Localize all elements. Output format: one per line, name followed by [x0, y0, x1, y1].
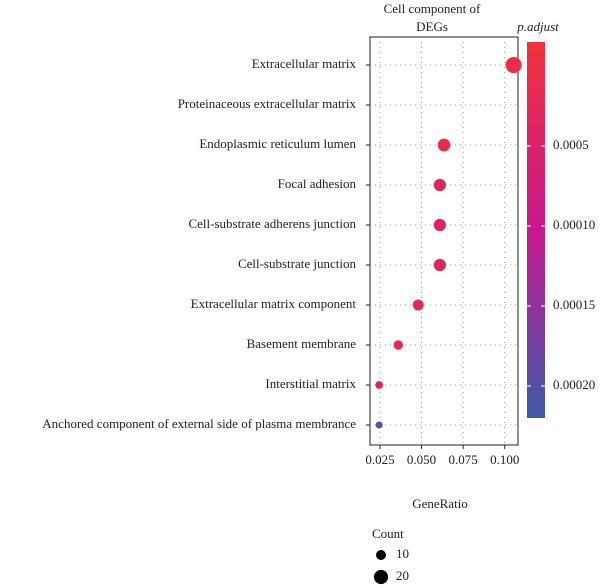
size-legend-label: 10 — [396, 546, 409, 561]
x-axis-label: GeneRatio — [412, 496, 468, 511]
colorbar-label: 0.00015 — [553, 297, 595, 312]
size-legend-title: Count — [372, 526, 404, 541]
y-tick-label: Anchored component of external side of p… — [42, 416, 356, 431]
y-tick-label: Endoplasmic reticulum lumen — [199, 136, 356, 151]
size-legend-label: 20 — [396, 568, 409, 583]
x-tick-label: 0.100 — [490, 452, 519, 467]
x-tick-label: 0.075 — [448, 452, 477, 467]
dot — [437, 138, 451, 152]
dot — [433, 178, 446, 192]
x-tick-label: 0.025 — [365, 452, 394, 467]
plot-panel — [369, 36, 519, 446]
chart-title: DEGs — [416, 19, 448, 34]
dot — [433, 258, 446, 272]
y-tick-label: Extracellular matrix component — [191, 296, 357, 311]
dot — [375, 421, 383, 429]
y-tick-label: Proteinaceous extracellular matrix — [178, 96, 357, 111]
colorbar-label: 0.00010 — [553, 217, 595, 232]
colorbar-label: 0.0005 — [553, 137, 589, 152]
dot — [505, 56, 522, 74]
dot — [393, 340, 404, 350]
y-tick-label: Cell-substrate adherens junction — [188, 216, 356, 231]
colorbar-label: 0.00020 — [553, 377, 595, 392]
size-legend-dot — [376, 550, 386, 560]
dot — [375, 381, 384, 389]
x-tick-label: 0.050 — [407, 452, 436, 467]
dot — [433, 218, 446, 232]
y-tick-label: Interstitial matrix — [265, 376, 356, 391]
colorbar-title: p.adjust — [516, 19, 559, 34]
y-tick-label: Cell-substrate junction — [238, 256, 357, 271]
y-tick-label: Extracellular matrix — [252, 56, 357, 71]
y-tick-label: Focal adhesion — [278, 176, 357, 191]
y-tick-label: Basement membrane — [247, 336, 357, 351]
dot — [412, 299, 424, 311]
colorbar — [527, 42, 545, 418]
size-legend-dot — [373, 569, 389, 585]
chart-title: Cell component of — [384, 1, 481, 16]
